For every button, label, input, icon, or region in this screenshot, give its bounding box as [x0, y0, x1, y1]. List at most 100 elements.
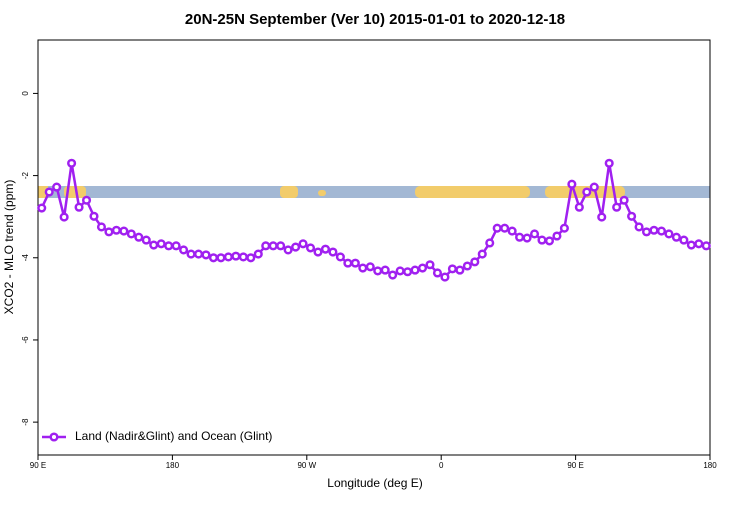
- data-point: [231, 251, 241, 261]
- data-point: [141, 235, 151, 245]
- data-point: [37, 203, 47, 213]
- y-tick-label: -4: [21, 254, 30, 262]
- data-point: [701, 241, 711, 251]
- data-point: [81, 195, 92, 205]
- data-point: [492, 223, 502, 233]
- data-point: [365, 262, 375, 272]
- y-tick-label: -8: [21, 418, 30, 426]
- data-point: [380, 265, 390, 275]
- plot-frame: [37, 39, 711, 456]
- data-point: [515, 232, 525, 242]
- data-point: [179, 245, 189, 255]
- data-point: [574, 202, 584, 212]
- data-point: [283, 245, 293, 255]
- data-point: [104, 227, 114, 237]
- data-point: [208, 253, 219, 263]
- data-point: [305, 243, 316, 253]
- data-point: [89, 211, 99, 221]
- data-point: [604, 158, 614, 168]
- data-point: [529, 229, 540, 239]
- y-axis-label: XCO2 - MLO trend (ppm): [2, 180, 16, 315]
- data-point: [335, 252, 345, 262]
- data-point: [619, 195, 629, 205]
- x-tick-label: 180: [703, 461, 717, 470]
- data-point: [470, 257, 480, 267]
- data-point: [589, 182, 599, 192]
- data-point: [52, 182, 62, 192]
- data-point: [291, 242, 301, 252]
- data-point: [597, 212, 607, 222]
- data-point: [223, 252, 233, 262]
- data-point: [552, 231, 562, 241]
- data-point: [649, 225, 659, 235]
- legend-label: Land (Nadir&Glint) and Ocean (Glint): [75, 429, 272, 443]
- series-line: [40, 163, 707, 279]
- x-axis-label: Longitude (deg E): [327, 476, 422, 490]
- data-point: [507, 226, 517, 236]
- data-point: [544, 236, 555, 246]
- data-point: [671, 232, 681, 242]
- data-point: [559, 223, 569, 233]
- data-point: [313, 247, 323, 257]
- data-point: [686, 240, 696, 250]
- data-point: [425, 260, 435, 270]
- data-point: [627, 211, 637, 221]
- data-point: [477, 249, 487, 259]
- x-tick-label: 90 E: [567, 461, 583, 470]
- data-point: [455, 265, 465, 275]
- data-point: [298, 239, 308, 249]
- data-point: [500, 223, 510, 233]
- y-tick-label: -6: [21, 336, 30, 344]
- data-point: [462, 261, 472, 271]
- data-point: [328, 247, 338, 257]
- data-point: [111, 225, 121, 235]
- data-point: [67, 158, 77, 168]
- data-point: [74, 202, 84, 212]
- x-tick-label: 90 E: [30, 461, 46, 470]
- data-point: [537, 235, 547, 245]
- data-point: [679, 235, 689, 245]
- data-point: [126, 229, 136, 239]
- data-point: [261, 241, 271, 251]
- data-point: [358, 263, 368, 273]
- data-point: [656, 226, 667, 236]
- data-point: [350, 258, 360, 268]
- data-point: [156, 239, 166, 249]
- x-tick-label: 0: [439, 461, 444, 470]
- legend-marker: [49, 432, 59, 442]
- data-point: [134, 232, 144, 242]
- data-point: [201, 250, 211, 260]
- data-point: [253, 249, 263, 259]
- data-point: [216, 253, 226, 263]
- data-point: [119, 226, 129, 236]
- data-point: [238, 252, 248, 262]
- map-strip: [38, 186, 710, 198]
- data-point: [320, 244, 331, 254]
- data-point: [694, 239, 704, 249]
- data-point: [440, 272, 450, 282]
- data-point: [403, 267, 413, 277]
- data-point: [186, 249, 196, 259]
- data-point: [582, 187, 592, 197]
- data-point: [96, 222, 107, 232]
- data-point: [410, 265, 420, 275]
- data-point: [373, 266, 383, 276]
- data-point: [567, 179, 577, 189]
- data-point: [149, 240, 159, 250]
- data-point: [612, 202, 622, 212]
- x-tick-label: 90 W: [297, 461, 316, 470]
- data-point: [171, 241, 181, 251]
- chart-title: 20N-25N September (Ver 10) 2015-01-01 to…: [185, 11, 565, 28]
- data-point: [447, 264, 457, 274]
- data-point: [432, 268, 443, 278]
- data-point: [246, 253, 256, 263]
- data-point: [664, 229, 674, 239]
- data-point: [395, 266, 405, 276]
- x-tick-label: 180: [166, 461, 180, 470]
- y-tick-label: 0: [21, 91, 30, 96]
- data-point: [522, 233, 532, 243]
- data-point: [641, 227, 652, 237]
- data-point: [388, 270, 398, 280]
- data-point: [44, 187, 54, 197]
- data-point: [193, 249, 204, 259]
